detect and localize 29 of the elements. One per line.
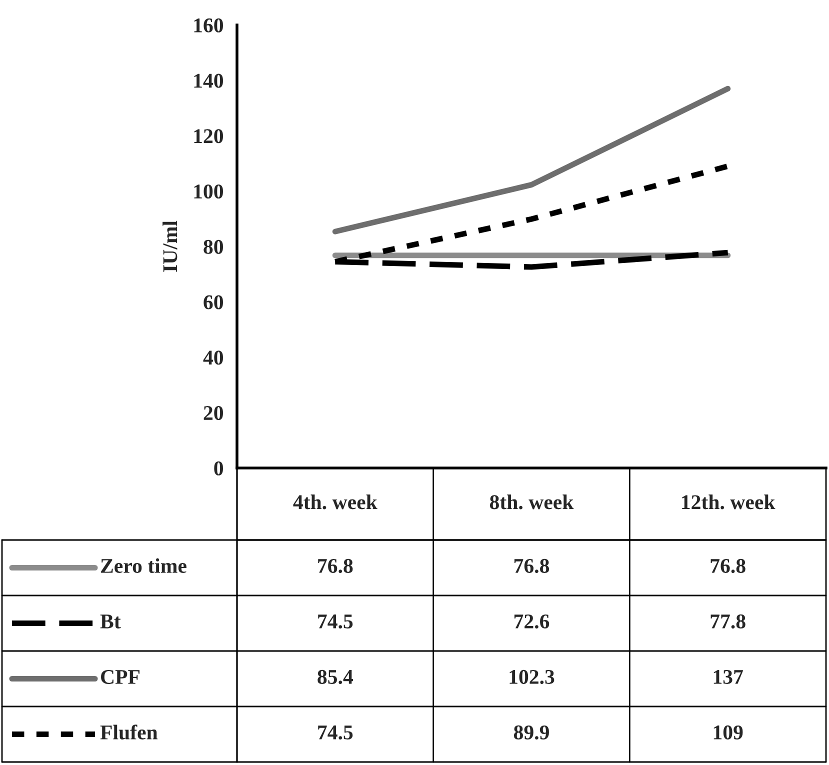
data-label: 102.3 (510, 670, 554, 684)
legend-label: CPF (101, 670, 140, 684)
x-tick-label: 4th. week (293, 494, 378, 510)
data-label: 76.8 (710, 558, 746, 574)
legend-label: Zero time (100, 558, 186, 573)
data-label: 89.9 (514, 725, 549, 740)
legend-label: Flufen (100, 724, 158, 740)
x-tick-label: 8th. week (490, 494, 574, 510)
y-tick-label: 140 (194, 74, 224, 88)
y-tick-label: 120 (194, 129, 224, 144)
y-tick-label: 160 (194, 18, 224, 32)
y-tick-label: 60 (204, 295, 224, 310)
data-label: 77.8 (710, 614, 746, 629)
y-tick-label: 80 (204, 240, 224, 254)
y-axis-title: IU/ml (162, 220, 178, 272)
x-tick-label: 12th. week (682, 494, 776, 510)
y-tick-label: 20 (204, 406, 224, 420)
legend-label: Bt (100, 614, 121, 628)
data-label: 76.8 (318, 558, 353, 574)
y-tick-label: 0 (214, 461, 224, 476)
data-label: 74.5 (318, 726, 353, 740)
y-tick-label: 100 (194, 184, 224, 199)
y-tick-label: 40 (203, 350, 224, 365)
data-label: 74.5 (318, 614, 353, 629)
data-label: 76.8 (514, 558, 550, 574)
data-label: 109 (714, 725, 743, 740)
data-label: 72.6 (514, 614, 550, 629)
data-label: 137 (714, 670, 743, 684)
data-label: 85.4 (318, 670, 354, 684)
